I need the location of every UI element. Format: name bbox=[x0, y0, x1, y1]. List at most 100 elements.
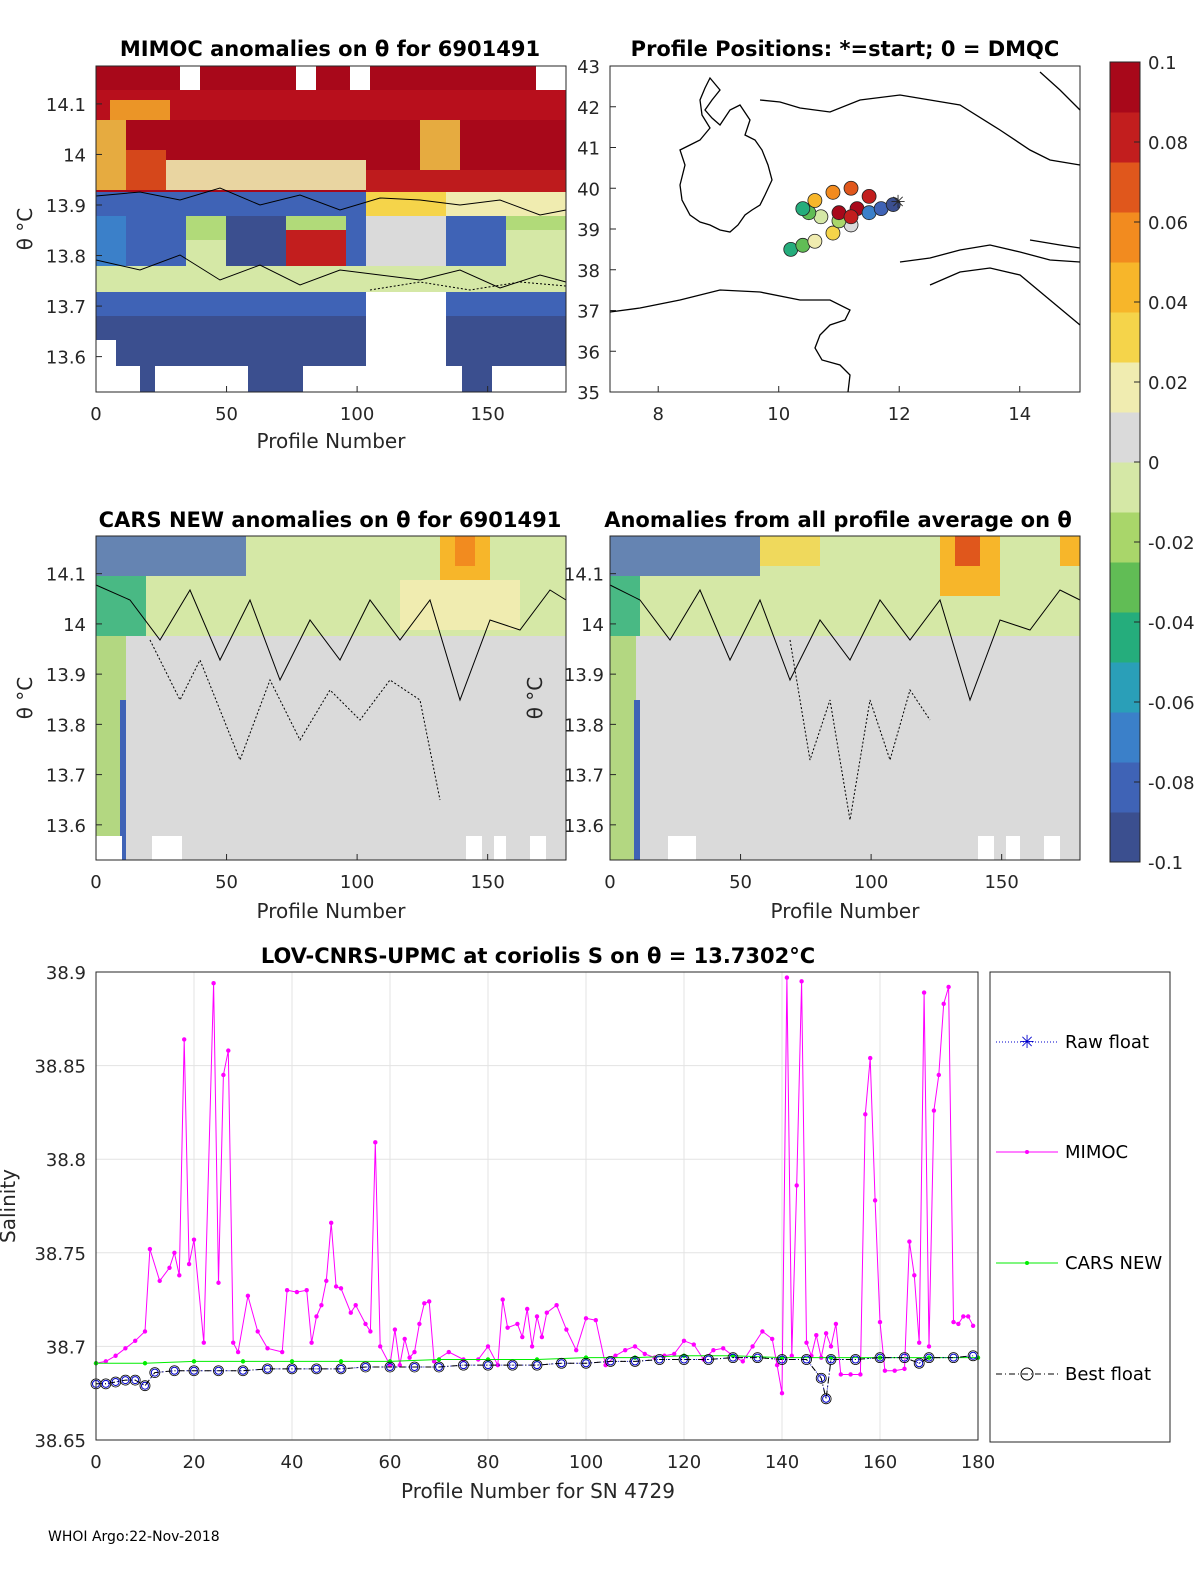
profile-dot bbox=[843, 180, 859, 196]
cars-heatmap bbox=[95, 536, 567, 860]
data-point bbox=[324, 1278, 329, 1284]
coastline bbox=[609, 71, 1081, 393]
map-x-tick-label: 8 bbox=[652, 404, 663, 425]
map-title: Profile Positions: *=start; 0 = DMQC bbox=[631, 37, 1060, 61]
data-point bbox=[815, 1372, 827, 1384]
data-point bbox=[235, 1349, 241, 1355]
data-point bbox=[913, 1357, 925, 1369]
colorbar-swatch bbox=[1110, 612, 1140, 663]
y-tick-label: 13.6 bbox=[46, 816, 86, 837]
map-y-tick-label: 42 bbox=[577, 98, 600, 119]
data-point bbox=[433, 1361, 445, 1373]
legend-best-label: Best float bbox=[1065, 1364, 1151, 1385]
data-point bbox=[188, 1365, 200, 1377]
data-point bbox=[500, 1297, 505, 1302]
legend-raw-label: Raw float bbox=[1065, 1032, 1149, 1053]
data-point bbox=[458, 1359, 469, 1371]
mimoc-ylabel: θ °C bbox=[13, 208, 37, 251]
map-y-tick-label: 41 bbox=[577, 139, 600, 160]
data-point bbox=[531, 1359, 543, 1371]
data-point bbox=[213, 1365, 224, 1377]
data-point bbox=[564, 1327, 569, 1332]
data-point bbox=[485, 1344, 491, 1349]
colorbar-swatch bbox=[1110, 262, 1140, 313]
data-point bbox=[280, 1349, 285, 1355]
data-point bbox=[417, 1321, 422, 1327]
data-point bbox=[436, 1357, 442, 1362]
salinity-x-tick-label: 100 bbox=[569, 1452, 603, 1473]
cars-panel: CARS NEW anomalies on θ for 6901491 14.1… bbox=[13, 508, 567, 923]
salinity-x-tick-label: 120 bbox=[667, 1452, 701, 1473]
colorbar-swatch bbox=[1110, 462, 1140, 513]
data-point bbox=[632, 1344, 638, 1349]
data-point bbox=[485, 1357, 491, 1362]
colorbar-tick-label: -0.06 bbox=[1148, 693, 1195, 714]
salinity-ylabel: Salinity bbox=[0, 1169, 20, 1243]
colorbar-swatch bbox=[1110, 312, 1140, 363]
data-point bbox=[703, 1354, 714, 1365]
x-tick-label: 50 bbox=[215, 404, 238, 425]
data-point bbox=[113, 1353, 118, 1358]
data-point bbox=[970, 1323, 976, 1329]
data-point bbox=[348, 1310, 353, 1315]
data-point bbox=[294, 1289, 300, 1295]
data-point bbox=[774, 1362, 780, 1368]
data-point bbox=[286, 1363, 298, 1375]
data-point bbox=[373, 1140, 378, 1145]
data-point bbox=[760, 1329, 765, 1334]
y-tick-label: 13.9 bbox=[46, 665, 86, 686]
map-x-tick-label: 12 bbox=[888, 404, 911, 425]
data-point bbox=[384, 1361, 396, 1373]
cars-xlabel: Profile Number bbox=[257, 899, 407, 923]
data-point bbox=[907, 1239, 912, 1244]
y-tick-label: 14.1 bbox=[564, 565, 604, 586]
data-point bbox=[583, 1355, 589, 1360]
data-point bbox=[177, 1273, 182, 1278]
salinity-x-tick-label: 140 bbox=[765, 1452, 799, 1473]
data-point bbox=[868, 1055, 873, 1061]
data-point bbox=[392, 1327, 398, 1332]
data-point bbox=[311, 1363, 322, 1375]
salinity-chart: LOV-CNRS-UPMC at coriolis S on θ = 13.73… bbox=[0, 944, 1171, 1503]
profile-dot bbox=[861, 188, 877, 204]
y-tick-label: 13.7 bbox=[564, 766, 604, 787]
data-point bbox=[534, 1314, 540, 1319]
x-tick-label: 0 bbox=[90, 872, 101, 893]
x-tick-label: 100 bbox=[340, 404, 374, 425]
x-tick-label: 150 bbox=[470, 404, 504, 425]
data-point bbox=[520, 1334, 525, 1340]
data-point bbox=[142, 1361, 148, 1366]
y-tick-label: 13.7 bbox=[46, 766, 86, 787]
map-panel: Profile Positions: *=start; 0 = DMQC ✳ 4… bbox=[577, 37, 1081, 425]
colorbar-tick-label: -0.1 bbox=[1148, 853, 1183, 874]
salinity-y-ticks: 38.9 38.85 38.8 38.75 38.7 38.65 bbox=[34, 963, 86, 1452]
data-point bbox=[804, 1340, 809, 1345]
mimoc-panel: MIMOC anomalies on θ for 6901491 bbox=[13, 37, 567, 453]
data-point bbox=[654, 1354, 665, 1365]
data-point bbox=[289, 1359, 295, 1364]
colorbar-swatch bbox=[1110, 512, 1140, 563]
data-point bbox=[353, 1303, 358, 1308]
map-y-tick-label: 37 bbox=[577, 302, 600, 323]
colorbar-swatch bbox=[1110, 662, 1140, 713]
salinity-x-tick-label: 160 bbox=[863, 1452, 897, 1473]
profile-dot bbox=[795, 201, 811, 217]
data-point bbox=[892, 1368, 897, 1373]
data-point bbox=[129, 1374, 141, 1386]
data-point bbox=[142, 1329, 148, 1334]
profile-dot bbox=[885, 197, 901, 212]
colorbar-swatch bbox=[1110, 162, 1140, 213]
data-point bbox=[799, 979, 804, 984]
colorbar: 0.1 0.08 0.06 0.04 0.02 0 -0.02 -0.04 -0.06 -0.08… bbox=[1109, 53, 1195, 874]
salinity-x-tick-label: 60 bbox=[379, 1452, 402, 1473]
allavg-y-ticks: 14.1 14 13.9 13.8 13.7 13.6 bbox=[564, 565, 616, 837]
data-point bbox=[623, 1347, 628, 1353]
cars-y-ticks: 14.1 14 13.9 13.8 13.7 13.6 bbox=[46, 565, 102, 837]
data-point bbox=[613, 1353, 618, 1358]
salinity-y-tick-label: 38.65 bbox=[34, 1431, 86, 1452]
data-point bbox=[966, 1314, 971, 1319]
salinity-y-tick-label: 38.8 bbox=[46, 1150, 86, 1171]
data-point bbox=[167, 1265, 172, 1270]
allavg-ylabel: θ °C bbox=[523, 677, 547, 720]
y-tick-label: 14 bbox=[63, 145, 86, 166]
